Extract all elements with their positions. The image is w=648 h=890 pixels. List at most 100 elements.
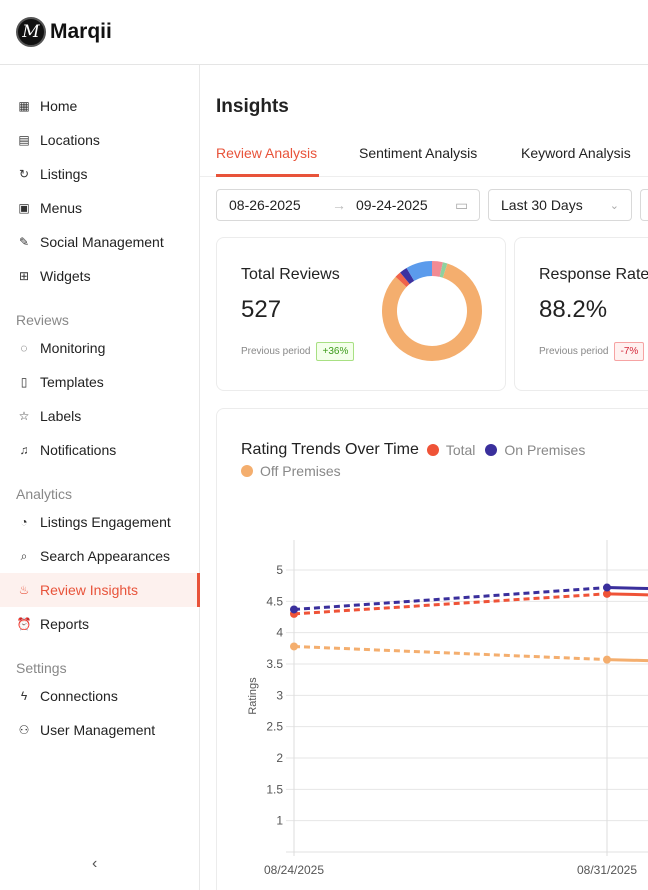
sidebar-item-label: Listings [40,166,88,182]
y-tick-label: 2.5 [266,720,283,734]
y-tick-label: 4 [276,626,283,640]
sidebar-item-templates[interactable]: ▯ Templates [0,365,200,399]
date-range-picker[interactable]: 08-26-2025 → 09-24-2025 ▭ [216,189,480,221]
data-point[interactable] [603,655,611,664]
data-point[interactable] [290,605,298,614]
legend-item-on-premises[interactable]: On Premises [485,442,585,458]
legend-label: Total [445,442,476,458]
donut-segment[interactable] [439,262,448,278]
sidebar-item-label: Menus [40,200,83,216]
sidebar-item-label: Connections [40,688,118,704]
store-icon: ▤ [18,133,30,147]
y-tick-label: 4.5 [266,594,283,608]
legend-label: Off Premises [260,463,341,479]
sidebar-item-label: Social Management [40,234,164,250]
sidebar-item-listings-engagement[interactable]: ◔ Listings Engagement [0,505,200,539]
sidebar-item-connections[interactable]: ϟ Connections [0,679,200,713]
y-tick-label: 2 [276,751,283,765]
flame-icon: ♨ [18,583,30,597]
sidebar-item-label: Reports [40,616,90,632]
chevron-down-icon: ⌄ [609,199,619,212]
tab-sentiment-analysis[interactable]: Sentiment Analysis [359,145,478,161]
pie-icon: ◔ [20,515,28,529]
card-title: Total Reviews [241,266,340,283]
card-title: Response Rate [539,266,648,283]
search-icon: ⌕ [20,548,28,563]
card-value: 88.2% [539,296,608,323]
chat-icon: ◌ [20,341,28,355]
y-axis-label: Ratings [247,677,259,715]
y-tick-label: 1 [276,814,283,828]
legend-item-off-premises[interactable]: Off Premises [241,463,341,479]
sidebar-item-widgets[interactable]: ⊞ Widgets [0,259,200,293]
legend-dot [485,444,498,456]
sidebar-item-reports[interactable]: ⏰ Reports [0,607,200,641]
chart-header: Rating Trends Over Time Total On Premise… [241,441,641,479]
sidebar: ▦ Home ▤ Locations ↻ Listings ▣ Menus ✎ Socia… [0,65,200,890]
sync-icon: ↻ [18,167,30,181]
bolt-icon: ϟ [20,689,28,703]
donut-segment[interactable] [406,261,433,282]
tab-review-analysis[interactable]: Review Analysis [216,145,318,161]
sidebar-item-label: Labels [40,408,82,424]
card-value: 527 [241,296,282,323]
collapse-sidebar-button[interactable]: ‹ [92,855,98,872]
sidebar-item-labels[interactable]: ☆ Labels [0,399,200,433]
filter-select[interactable] [640,189,648,221]
sidebar-item-notifications[interactable]: ♫ Notifications [0,433,200,467]
series-line-solid [606,592,648,597]
tab-keyword-analysis[interactable]: Keyword Analysis [521,145,631,161]
sidebar-item-menus[interactable]: ▣ Menus [0,191,200,225]
x-tick-label: 08/31/2025 [577,863,637,877]
sidebar-item-locations[interactable]: ▤ Locations [0,123,200,157]
sidebar-item-label: Widgets [40,268,91,284]
legend-item-total[interactable]: Total [426,442,476,458]
sidebar-item-search-appearances[interactable]: ⌕ Search Appearances [0,539,200,573]
arrow-icon: → [332,197,346,213]
sidebar-item-label: Review Insights [40,582,139,598]
menu-doc-icon: ▣ [18,201,30,215]
x-tick-label: 08/24/2025 [264,863,324,877]
data-point[interactable] [603,589,611,598]
series-line-solid [606,658,648,663]
range-select-value: Last 30 Days [501,197,583,213]
legend-dot [241,465,253,477]
sidebar-item-review-insights[interactable]: ♨ Review Insights [0,573,200,607]
end-date-input[interactable]: 09-24-2025 [356,197,428,213]
sidebar-item-listings[interactable]: ↻ Listings [0,157,200,191]
start-date-input[interactable]: 08-26-2025 [229,197,301,213]
series-line-total [293,592,608,616]
sidebar-item-monitoring[interactable]: ◌ Monitoring [0,331,200,365]
data-point[interactable] [603,583,611,592]
sidebar-item-home[interactable]: ▦ Home [0,89,200,123]
donut-segment[interactable] [395,272,410,288]
donut-segment[interactable] [400,267,415,285]
change-badge: -7% [614,342,645,361]
rating-trends-card [216,408,648,890]
active-tab-indicator [216,174,319,177]
sidebar-item-label: Notifications [40,442,117,458]
widgets-icon: ⊞ [18,269,30,283]
change-badge: +36% [316,342,355,361]
sidebar-item-social-management[interactable]: ✎ Social Management [0,225,200,259]
data-point[interactable] [290,642,298,651]
marqii-logo[interactable]: M [16,17,46,47]
y-tick-label: 1.5 [266,782,283,796]
sidebar-item-user-management[interactable]: ⚇ User Management [0,713,200,747]
donut-segment[interactable] [431,261,443,277]
file-icon: ▯ [20,375,28,389]
y-tick-label: 5 [276,563,283,577]
grid-icon: ▦ [18,99,30,113]
legend-label: On Premises [504,442,586,458]
legend-dot [426,444,439,456]
donut-segment[interactable] [382,263,482,361]
tabs: Review Analysis Sentiment Analysis Keywo… [200,135,648,177]
sidebar-item-label: Search Appearances [40,548,170,564]
reviews-donut-chart [382,261,482,361]
range-select[interactable]: Last 30 Days ⌄ [488,189,632,221]
star-icon: ☆ [18,409,30,423]
brand-name: Marqii [50,20,112,43]
sidebar-item-label: Locations [40,132,100,148]
previous-period-label: Previous period [539,346,609,357]
bell-icon: ♫ [19,443,29,457]
